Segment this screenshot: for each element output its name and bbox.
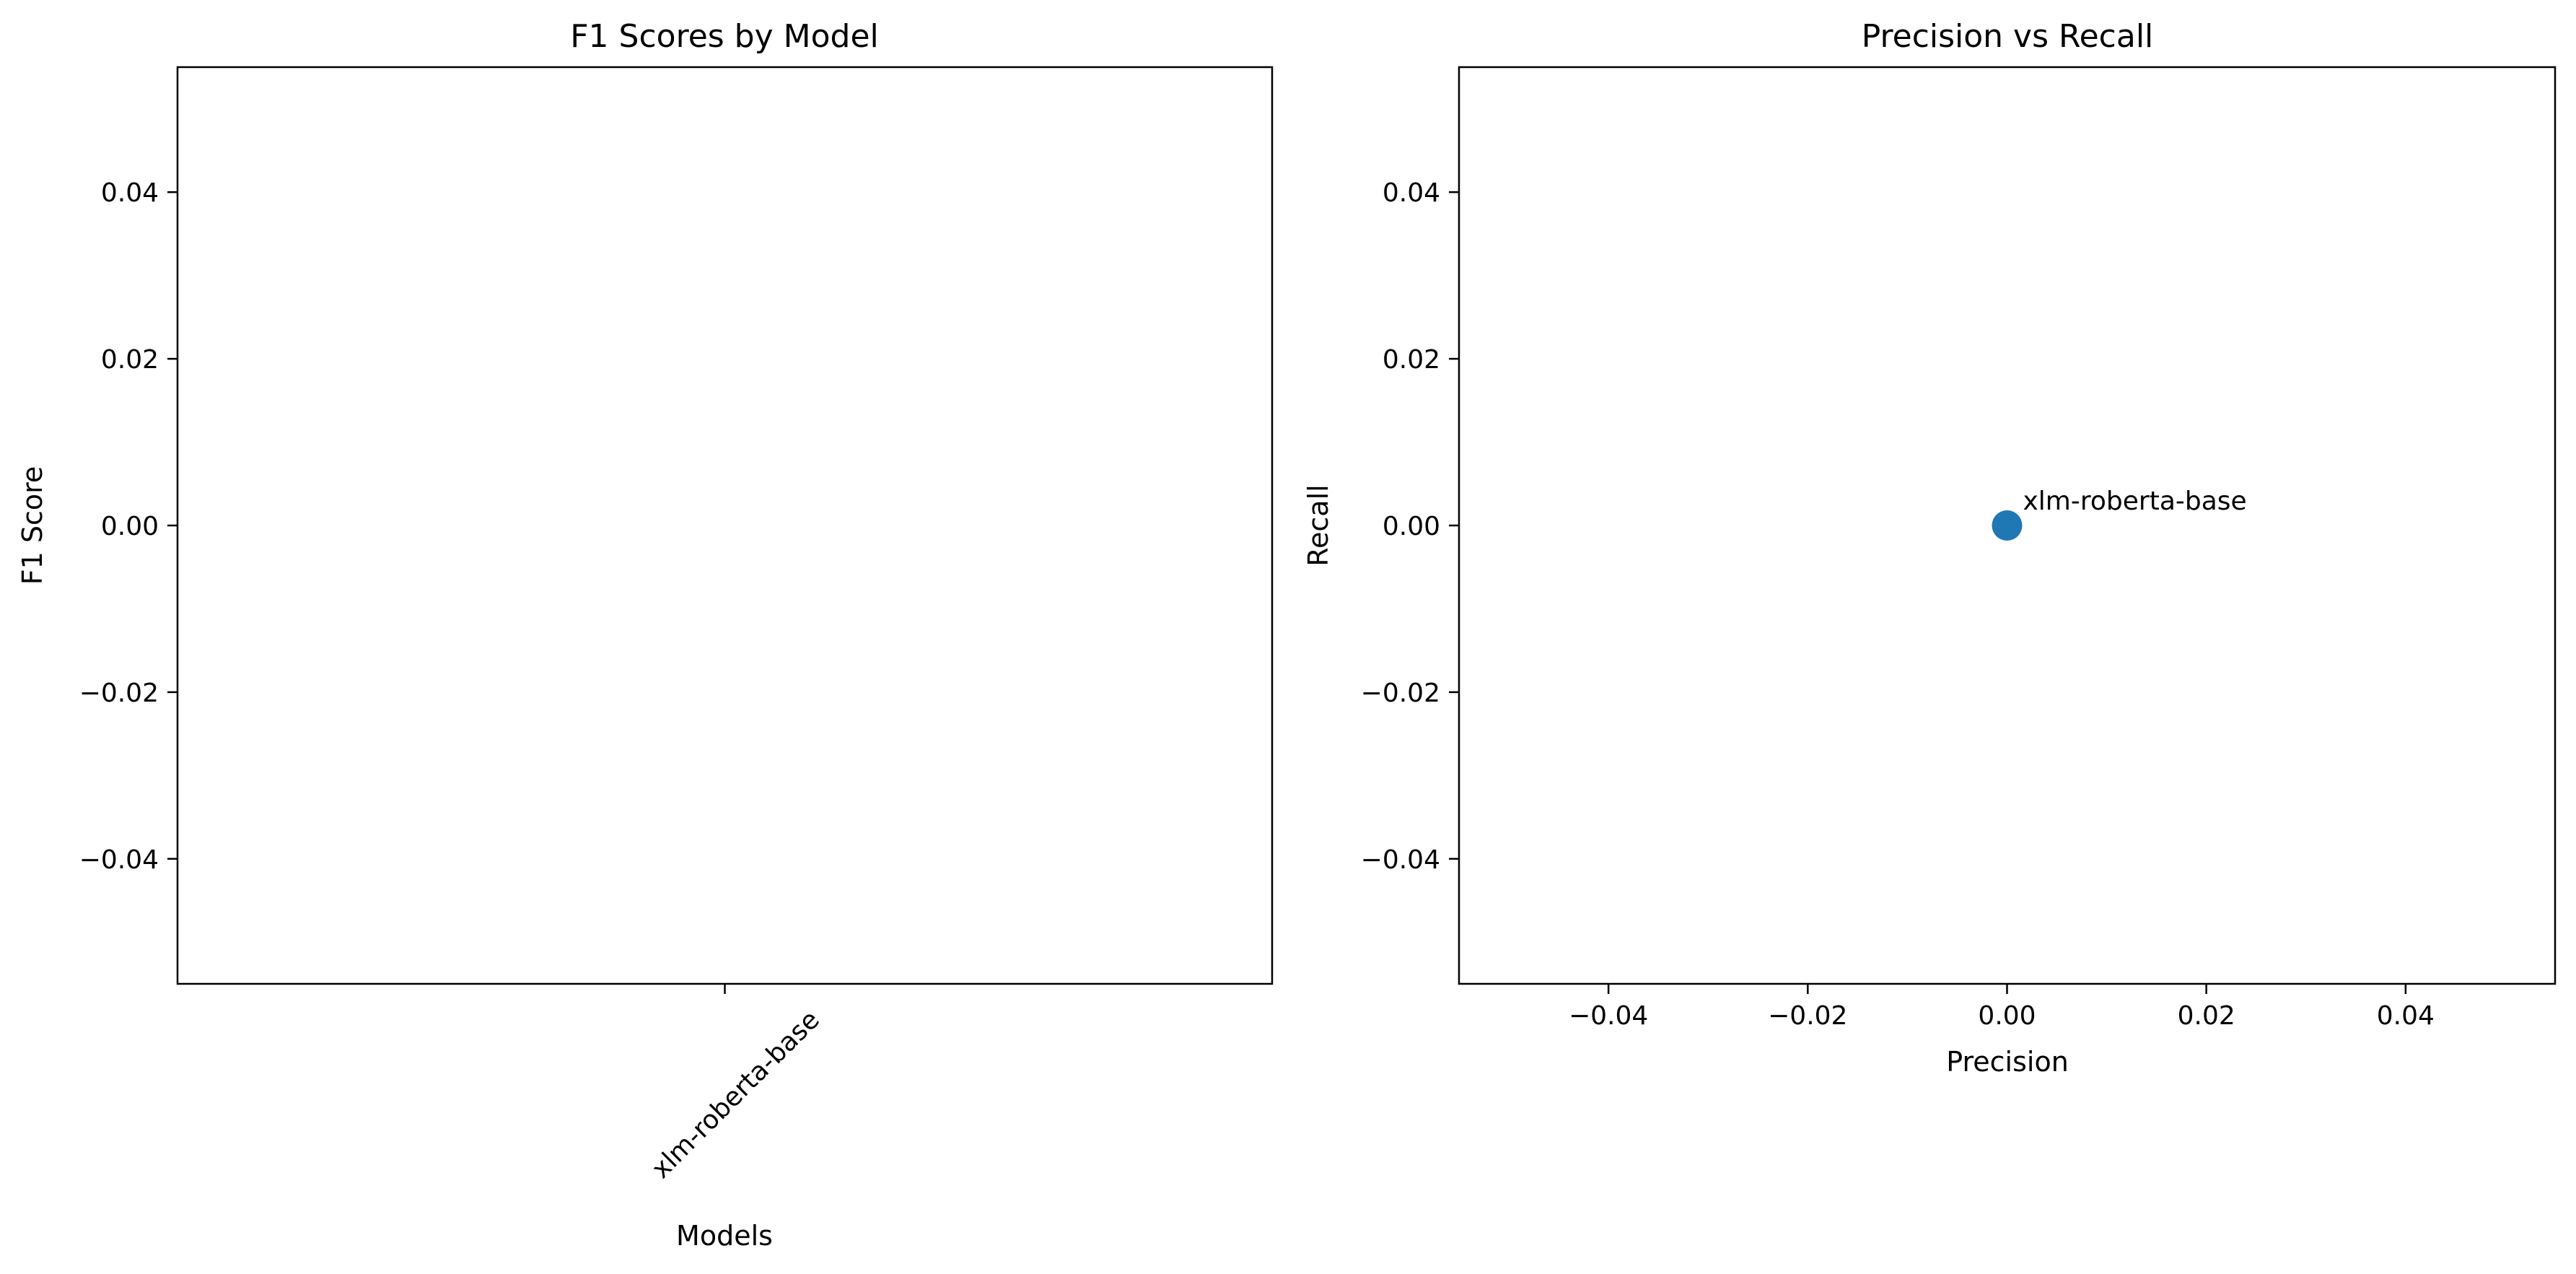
bar-chart-title: F1 Scores by Model [570, 18, 879, 55]
bar-y-tick-label: 0.04 [101, 178, 159, 208]
scatter-x-tick-label: 0.04 [2377, 1001, 2435, 1031]
bar-x-axis-label: Models [676, 1220, 773, 1252]
scatter-y-axis: 0.04 0.02 0.00 −0.02 −0.04 [1361, 178, 1459, 875]
scatter-y-tick-label: 0.00 [1383, 512, 1440, 541]
scatter-chart-title: Precision vs Recall [1862, 18, 2154, 55]
scatter-x-tick-label: 0.02 [2178, 1001, 2235, 1031]
bar-y-axis-label: F1 Score [17, 466, 48, 585]
bar-y-tick-label: −0.02 [79, 679, 159, 708]
precision-recall-scatter: Precision vs Recall 0.040.020.00−0.02−0.… [1302, 18, 2557, 1078]
scatter-x-tick-label: −0.02 [1768, 1001, 1847, 1031]
scatter-point-label: xlm-roberta-base [2023, 487, 2247, 516]
bar-y-tick-label: 0.00 [101, 512, 159, 541]
bar-x-tick-label: xlm-roberta-base [647, 1005, 825, 1184]
scatter-y-tick-label: 0.04 [1383, 178, 1440, 208]
scatter-y-tick-label: −0.02 [1361, 679, 1440, 708]
f1-bar-chart: F1 Scores by Model 0.04 0.02 0.00 −0.02 −0.0… [17, 18, 1274, 1252]
scatter-point [1992, 510, 2023, 541]
bar-y-axis: 0.04 0.02 0.00 −0.02 −0.04 [79, 178, 178, 875]
scatter-y-tick-label: −0.04 [1361, 845, 1440, 875]
bar-y-tick-label: −0.04 [79, 845, 159, 875]
scatter-x-tick-label: −0.04 [1569, 1001, 1648, 1031]
scatter-y-axis-label: Recall [1302, 484, 1334, 566]
scatter-x-tick-label: 0.00 [1978, 1001, 2036, 1031]
scatter-series: xlm-roberta-base [1992, 487, 2247, 541]
scatter-x-axis-label: Precision [1946, 1046, 2069, 1078]
bar-x-axis: xlm-roberta-base [647, 984, 825, 1184]
bar-y-tick-label: 0.02 [101, 345, 159, 375]
bar-plot-frame [176, 66, 1274, 985]
scatter-x-axis: −0.04 −0.02 0.00 0.02 0.04 [1569, 984, 2435, 1031]
scatter-y-tick-label: 0.02 [1383, 345, 1440, 375]
